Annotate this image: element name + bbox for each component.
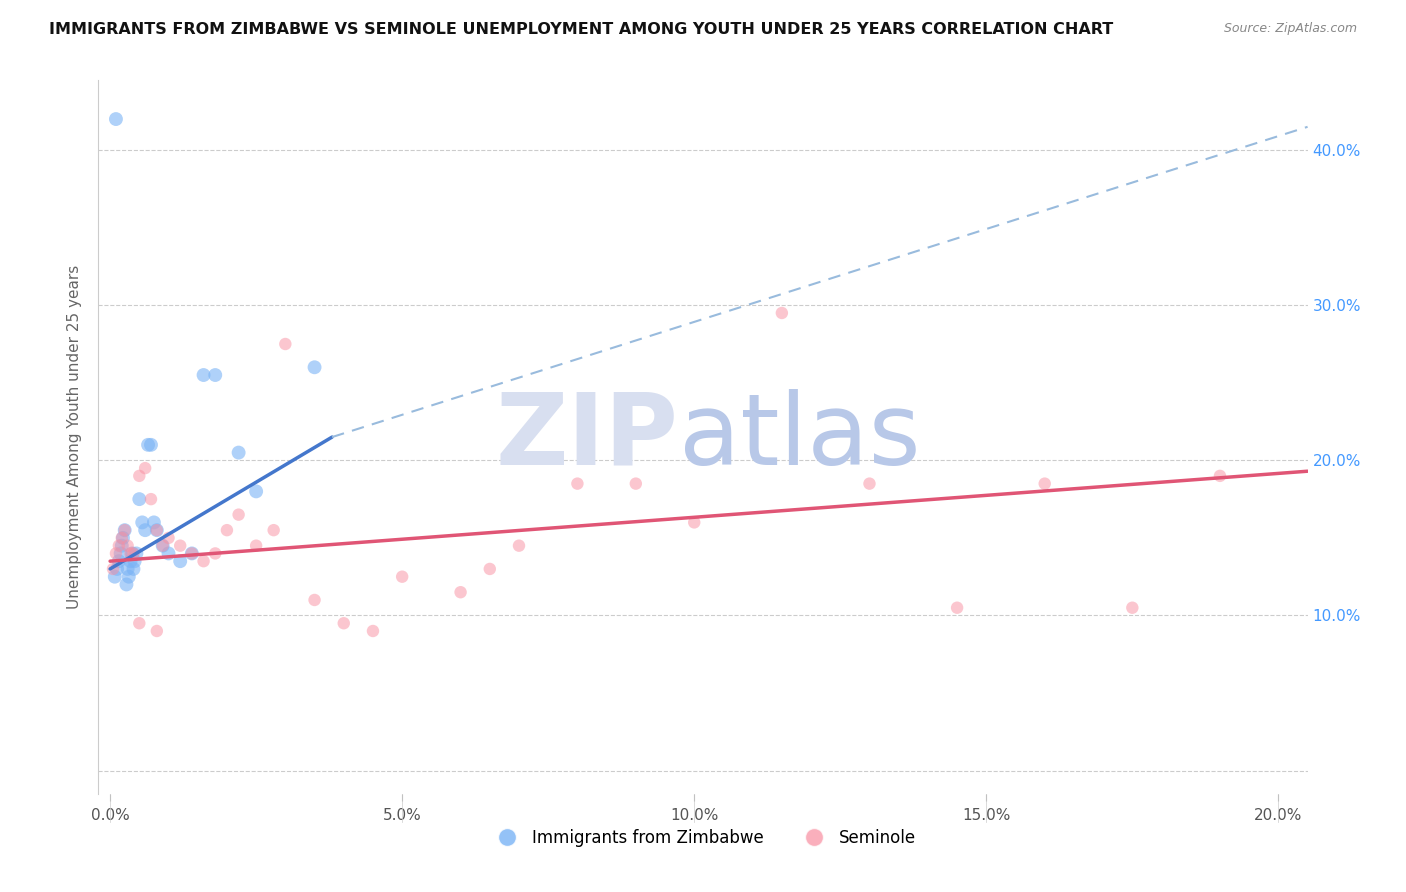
Point <box>114 523 136 537</box>
Point <box>169 554 191 568</box>
Point <box>110 546 132 560</box>
Point <box>105 562 128 576</box>
Point <box>180 546 202 560</box>
Point <box>125 546 148 560</box>
Point <box>361 624 384 638</box>
Point <box>121 546 143 560</box>
Point <box>139 492 162 507</box>
Point <box>1033 476 1056 491</box>
Point <box>169 539 191 553</box>
Point <box>152 539 174 553</box>
Point <box>120 554 142 568</box>
Point <box>228 445 250 459</box>
Point <box>124 554 146 568</box>
Point <box>193 368 215 382</box>
Point <box>228 508 250 522</box>
Point <box>104 112 127 126</box>
Point <box>215 523 238 537</box>
Y-axis label: Unemployment Among Youth under 25 years: Unemployment Among Youth under 25 years <box>67 265 83 609</box>
Point <box>136 438 159 452</box>
Point <box>131 516 153 530</box>
Point <box>122 562 145 576</box>
Text: IMMIGRANTS FROM ZIMBABWE VS SEMINOLE UNEMPLOYMENT AMONG YOUTH UNDER 25 YEARS COR: IMMIGRANTS FROM ZIMBABWE VS SEMINOLE UNE… <box>49 22 1114 37</box>
Point <box>624 476 647 491</box>
Point <box>101 562 124 576</box>
Point <box>946 600 969 615</box>
Legend: Immigrants from Zimbabwe, Seminole: Immigrants from Zimbabwe, Seminole <box>484 822 922 854</box>
Point <box>450 585 472 599</box>
Point <box>146 624 169 638</box>
Point <box>146 523 169 537</box>
Point <box>204 546 226 560</box>
Text: atlas: atlas <box>679 389 921 485</box>
Point <box>142 516 165 530</box>
Point <box>1209 468 1232 483</box>
Point <box>274 337 297 351</box>
Point <box>152 539 174 553</box>
Point <box>332 616 354 631</box>
Point <box>117 539 139 553</box>
Point <box>108 539 131 553</box>
Point <box>263 523 285 537</box>
Text: Source: ZipAtlas.com: Source: ZipAtlas.com <box>1223 22 1357 36</box>
Point <box>193 554 215 568</box>
Point <box>157 531 180 545</box>
Point <box>118 570 141 584</box>
Point <box>180 546 202 560</box>
Point <box>114 523 136 537</box>
Point <box>567 476 589 491</box>
Point <box>683 516 706 530</box>
Point <box>245 484 267 499</box>
Point <box>128 468 150 483</box>
Point <box>111 531 134 545</box>
Point <box>304 593 326 607</box>
Point <box>245 539 267 553</box>
Point <box>391 570 413 584</box>
Point <box>111 539 134 553</box>
Point <box>478 562 501 576</box>
Point <box>115 577 138 591</box>
Point <box>134 461 156 475</box>
Point <box>146 523 169 537</box>
Point <box>128 616 150 631</box>
Point <box>858 476 880 491</box>
Point <box>104 570 127 584</box>
Point <box>508 539 530 553</box>
Point <box>304 360 326 375</box>
Point <box>108 554 131 568</box>
Point <box>134 523 156 537</box>
Point <box>139 438 162 452</box>
Point <box>204 368 226 382</box>
Point <box>117 562 139 576</box>
Point <box>104 546 127 560</box>
Text: ZIP: ZIP <box>496 389 679 485</box>
Point <box>770 306 793 320</box>
Point <box>157 546 180 560</box>
Point <box>128 492 150 507</box>
Point <box>120 546 142 560</box>
Point <box>111 531 134 545</box>
Point <box>122 546 145 560</box>
Point <box>1121 600 1143 615</box>
